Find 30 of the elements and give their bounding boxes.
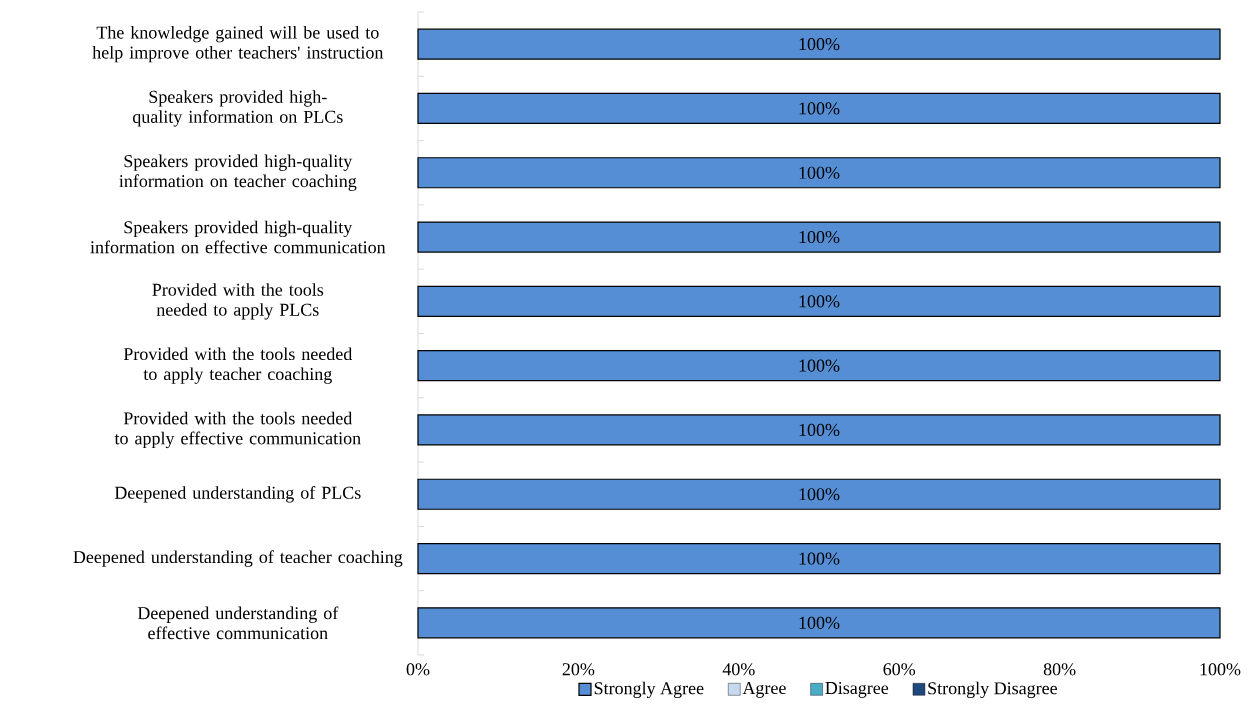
x-tick-label: 40% [722, 663, 755, 676]
y-tick-label: Provided with the tools needed to apply effective communication [114, 411, 361, 449]
y-tick-label: Deepened understanding of teacher coaching [73, 550, 403, 567]
data-label: 100% [799, 38, 840, 51]
data-label: 100% [799, 359, 840, 372]
legend-label: Strongly Disagree [928, 681, 1057, 699]
data-label: 100% [799, 295, 840, 308]
y-tick-label: Provided with the tools needed to apply teacher coaching [123, 347, 353, 384]
x-tick-label: 60% [883, 663, 916, 676]
y-tick-label: Speakers provided high-quality information on teacher coaching [119, 154, 357, 191]
legend-label: Strongly Agree [594, 681, 704, 699]
data-label: 100% [799, 166, 840, 179]
y-tick-label: Deepened understanding of PLCs [114, 485, 361, 503]
data-label: 100% [799, 616, 840, 629]
y-tick-label: Speakers provided high-quality information on effective communication [90, 220, 386, 254]
data-label: 100% [799, 552, 840, 565]
y-tick-label: Deepened understanding of effective communication [137, 606, 339, 640]
data-label: 100% [799, 102, 840, 115]
x-tick-label: 0% [406, 663, 430, 676]
x-tick-label: 80% [1043, 663, 1076, 676]
x-tick-label: 100% [1200, 663, 1241, 676]
data-label: 100% [799, 230, 840, 244]
legend-label: Agree [742, 681, 786, 698]
y-tick-label: Provided with the tools needed to apply PLCs [152, 283, 324, 320]
x-tick-label: 20% [562, 663, 595, 676]
data-label: 100% [799, 423, 840, 437]
y-tick-label: Speakers provided high-quality information on PLCs [132, 90, 343, 127]
legend-label: Disagree [825, 681, 889, 698]
data-label: 100% [799, 488, 840, 501]
y-tick-label: The knowledge gained will be used to help improve other teachers' instruction [92, 25, 384, 63]
